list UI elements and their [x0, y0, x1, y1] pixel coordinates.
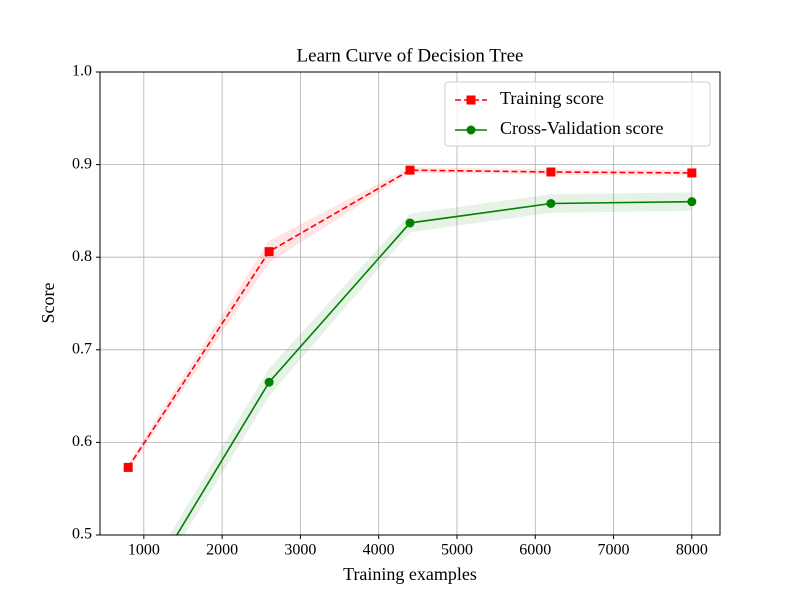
x-tick-label: 2000	[206, 542, 238, 559]
y-tick-label: 0.5	[72, 526, 92, 543]
legend-label: Cross-Validation score	[500, 118, 663, 138]
legend-label: Training score	[500, 88, 604, 108]
legend-box	[444, 81, 711, 147]
y-tick-label: 0.6	[72, 433, 92, 450]
x-tick-label: 5000	[441, 542, 473, 559]
legend-marker	[466, 95, 476, 105]
marker	[405, 218, 415, 228]
marker	[546, 198, 556, 208]
line	[127, 169, 692, 468]
axes-frame	[99, 71, 721, 536]
y-tick-label: 0.9	[72, 155, 92, 172]
marker	[264, 377, 274, 387]
chart-title: Learn Curve of Decision Tree	[297, 45, 524, 66]
x-tick-label: 4000	[363, 542, 395, 559]
x-tick-label: 6000	[519, 542, 551, 559]
x-tick-label: 1000	[128, 542, 160, 559]
marker	[687, 197, 697, 207]
x-tick-label: 8000	[676, 542, 708, 559]
line	[175, 200, 692, 535]
y-tick-label: 0.7	[72, 340, 92, 357]
x-tick-label: 7000	[598, 542, 630, 559]
x-tick-label: 3000	[284, 542, 316, 559]
marker	[264, 247, 274, 257]
marker	[123, 462, 133, 472]
marker	[546, 167, 556, 177]
plot-area	[123, 165, 697, 535]
marker	[687, 168, 697, 178]
marker	[405, 165, 415, 175]
std-band	[169, 192, 692, 535]
x-axis-label: Training examples	[343, 564, 477, 584]
std-band	[128, 167, 692, 472]
y-axis-label: Score	[38, 282, 58, 323]
legend: Training score Cross-Validation score	[444, 81, 711, 147]
y-tick-label: 1.0	[72, 63, 92, 80]
y-tick-label: 0.8	[72, 248, 92, 265]
legend-marker	[466, 125, 476, 135]
